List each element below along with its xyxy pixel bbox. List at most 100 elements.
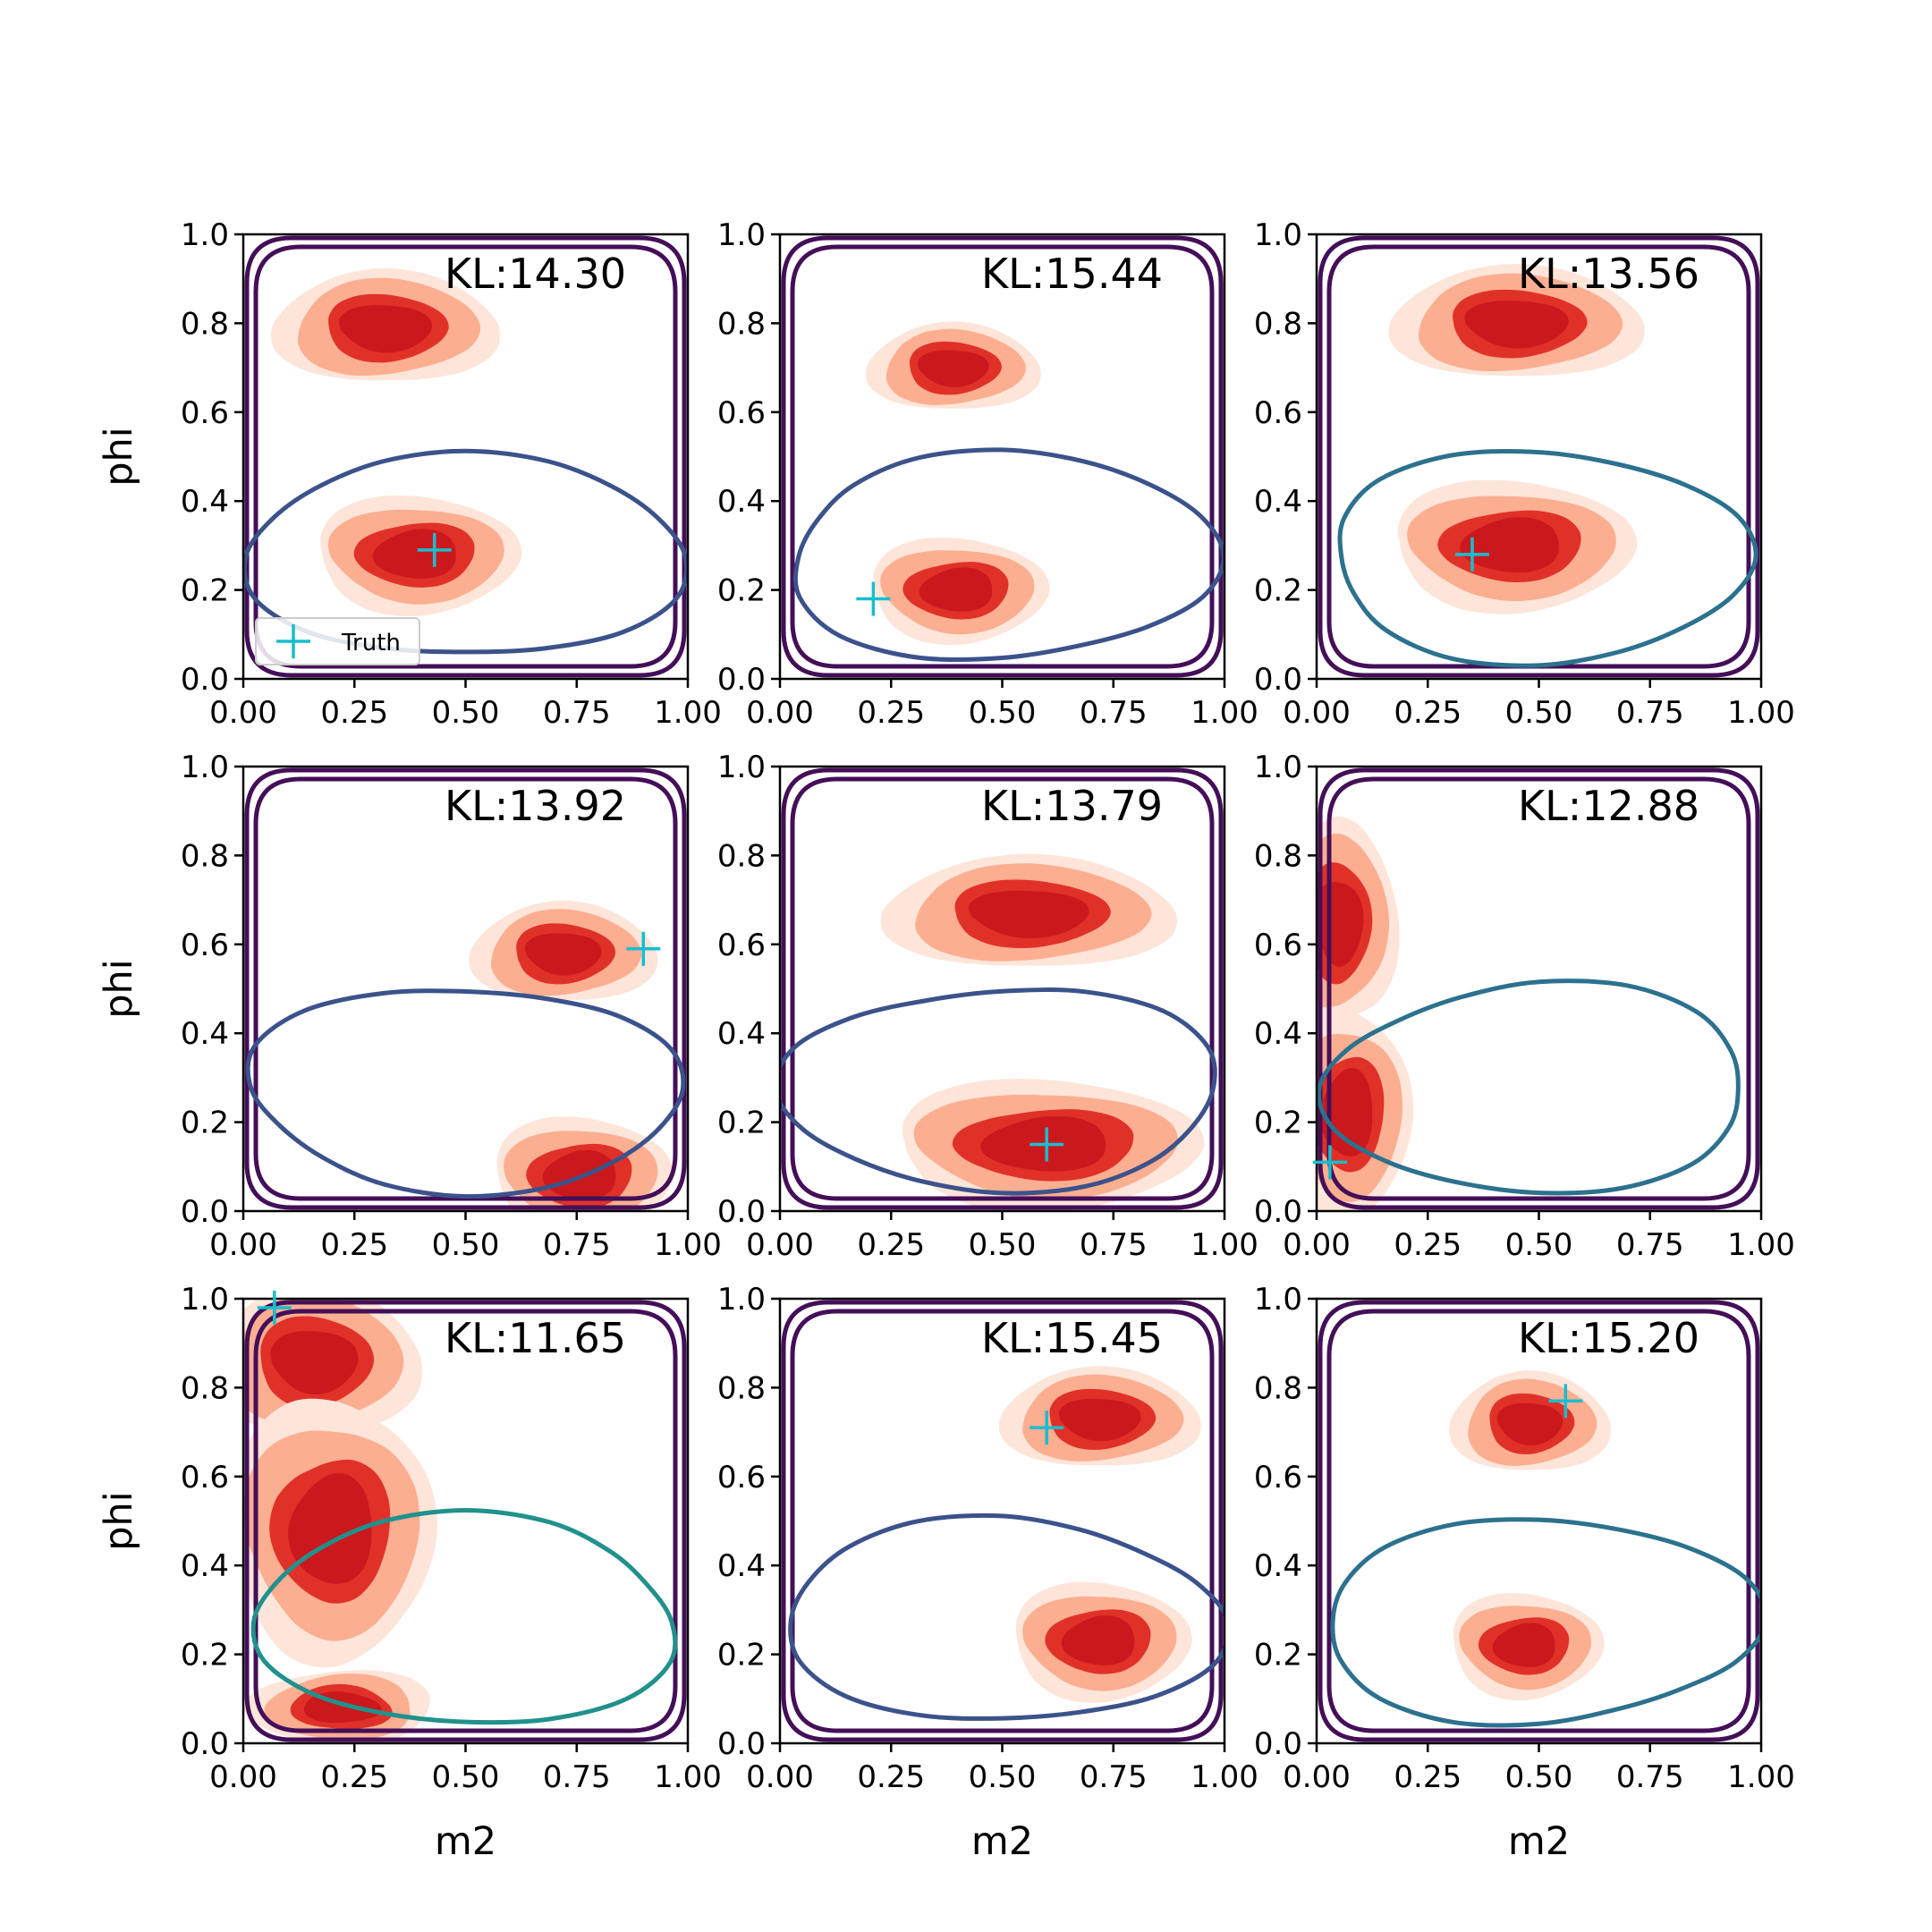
- x-tick-label: 1.00: [1191, 1227, 1258, 1263]
- x-tick-label: 0.25: [320, 695, 388, 731]
- x-tick-label: 1.00: [1727, 1759, 1795, 1795]
- contour-lines: [1317, 767, 1760, 1210]
- kl-annotation: KL:15.20: [1518, 1314, 1699, 1362]
- y-tick-label: 0.2: [717, 1638, 766, 1674]
- density-blob-2: [320, 495, 522, 616]
- y-tick-label: 0.2: [1254, 1638, 1302, 1674]
- y-tick-label: 0.6: [1254, 1460, 1302, 1496]
- y-tick-label: 0.2: [717, 1106, 766, 1141]
- contour-lines: [781, 235, 1224, 678]
- y-tick-label: 0.8: [1254, 1370, 1302, 1406]
- x-tick-label: 1.00: [1727, 695, 1795, 731]
- density-blob-2: [1453, 1592, 1605, 1701]
- contour-lines: [244, 767, 687, 1210]
- contour-lines: [1318, 235, 1760, 678]
- x-tick-label: 1.00: [1191, 1759, 1258, 1795]
- y-tick-label: 0.8: [181, 306, 229, 342]
- x-tick-label: 0.00: [1283, 1759, 1351, 1795]
- density-level-4: [338, 305, 433, 353]
- x-tick-label: 1.00: [654, 1759, 722, 1795]
- y-tick-label: 0.0: [181, 1726, 229, 1762]
- y-axis-label: phi: [97, 959, 141, 1019]
- density-blob-1: [243, 1299, 422, 1431]
- contour-outer: [781, 235, 1224, 678]
- density-blob-1: [880, 853, 1178, 966]
- y-tick-label: 0.4: [181, 1016, 229, 1052]
- y-tick-label: 0.2: [181, 1106, 229, 1141]
- truth-marker: [1548, 1384, 1583, 1419]
- y-tick-label: 0.6: [181, 928, 229, 963]
- contour-inner: [250, 1507, 678, 1725]
- x-tick-label: 0.50: [1505, 1759, 1573, 1795]
- y-tick-label: 1.0: [717, 750, 766, 785]
- ticks: 0.00 0.25 0.50 0.75 1.00 0.0 0.2 0.4 0.6 0.8 1.0: [717, 750, 1258, 1263]
- y-tick-label: 0.2: [717, 573, 766, 609]
- truth-marker: [1030, 1127, 1064, 1162]
- x-tick-label: 0.50: [432, 1227, 500, 1263]
- y-tick-label: 0.8: [717, 306, 766, 342]
- density-level-4: [1496, 1402, 1563, 1446]
- panel-5: 0.00 0.25 0.50 0.75 1.00 0.0 0.2 0.4 0.6 0.8 1.0 KL…: [717, 750, 1258, 1263]
- density-blob-2: [1317, 1008, 1414, 1211]
- y-axis-label: phi: [97, 427, 141, 487]
- x-tick-label: 0.50: [1505, 1227, 1573, 1263]
- y-tick-label: 1.0: [181, 1282, 229, 1318]
- x-tick-label: 0.25: [1394, 1759, 1462, 1795]
- x-tick-label: 0.75: [1616, 695, 1684, 731]
- panel-7: 0.00 0.25 0.50 0.75 1.00 0.0 0.2 0.4 0.6 0.8 1.0 KL…: [181, 1282, 722, 1795]
- contour-inner: [1337, 449, 1758, 668]
- legend-label: Truth: [341, 630, 401, 657]
- ticks: 0.00 0.25 0.50 0.75 1.00 0.0 0.2 0.4 0.6 0.8 1.0: [717, 1282, 1258, 1795]
- contour-lines: [780, 767, 1224, 1210]
- x-axis-label: m2: [971, 1819, 1033, 1864]
- density-blob-2: [243, 1398, 437, 1668]
- y-tick-label: 0.6: [717, 1460, 766, 1496]
- density-level-4: [524, 933, 602, 976]
- ticks: 0.00 0.25 0.50 0.75 1.00 0.0 0.2 0.4 0.6 0.8 1.0: [181, 1282, 722, 1795]
- x-tick-label: 0.00: [746, 1759, 814, 1795]
- density-level-4: [1061, 1615, 1135, 1665]
- y-tick-label: 0.6: [717, 928, 766, 963]
- y-tick-label: 0.0: [1254, 662, 1302, 698]
- y-tick-label: 0.8: [181, 1370, 229, 1406]
- density-blob-2: [873, 537, 1050, 646]
- y-tick-label: 0.6: [181, 1460, 229, 1496]
- truth-marker: [626, 931, 661, 966]
- y-tick-label: 0.8: [1254, 306, 1302, 342]
- truth-marker: [1454, 537, 1489, 572]
- x-tick-label: 0.75: [1616, 1227, 1684, 1263]
- y-tick-label: 0.4: [717, 1548, 766, 1584]
- kl-annotation: KL:13.56: [1518, 250, 1699, 298]
- density-blob-2: [1015, 1581, 1192, 1703]
- density-blob-1: [1317, 816, 1400, 1016]
- kl-annotation: KL:13.92: [445, 782, 626, 830]
- kl-annotation: KL:11.65: [445, 1314, 626, 1362]
- contour-outer: [1318, 235, 1760, 678]
- y-tick-label: 0.0: [717, 1726, 766, 1762]
- panel-6: 0.00 0.25 0.50 0.75 1.00 0.0 0.2 0.4 0.6 0.8 1.0 KL…: [1254, 750, 1795, 1263]
- y-tick-label: 0.4: [1254, 1548, 1302, 1584]
- density-level-4: [1464, 301, 1569, 349]
- x-tick-label: 0.25: [320, 1227, 388, 1263]
- x-tick-label: 0.00: [209, 1759, 277, 1795]
- x-tick-label: 0.00: [746, 695, 814, 731]
- contour-lines: [243, 235, 688, 678]
- y-tick-label: 0.8: [717, 1370, 766, 1406]
- x-tick-label: 0.25: [857, 1227, 925, 1263]
- ticks: 0.00 0.25 0.50 0.75 1.00 0.0 0.2 0.4 0.6 0.8 1.0: [1254, 750, 1795, 1263]
- y-tick-label: 0.2: [181, 1638, 229, 1674]
- panel-2: 0.00 0.25 0.50 0.75 1.00 0.0 0.2 0.4 0.6 0.8 1.0 KL…: [717, 217, 1258, 731]
- density-blob-2: [1397, 479, 1638, 614]
- x-tick-label: 0.75: [543, 1759, 611, 1795]
- ticks: 0.00 0.25 0.50 0.75 1.00 0.0 0.2 0.4 0.6 0.8 1.0: [1254, 1282, 1795, 1795]
- x-axis-label: m2: [1508, 1819, 1570, 1864]
- axis-labels: phi phi phi m2 m2 m2: [97, 427, 1570, 1864]
- y-tick-label: 0.6: [181, 395, 229, 431]
- truth-marker: [856, 581, 891, 616]
- density-blob-1: [271, 268, 501, 381]
- kl-annotation: KL:13.79: [981, 782, 1163, 830]
- y-tick-label: 0.4: [1254, 484, 1302, 520]
- y-tick-label: 1.0: [181, 750, 229, 785]
- density-blob-1: [998, 1366, 1201, 1466]
- density-level-4: [1058, 1398, 1141, 1442]
